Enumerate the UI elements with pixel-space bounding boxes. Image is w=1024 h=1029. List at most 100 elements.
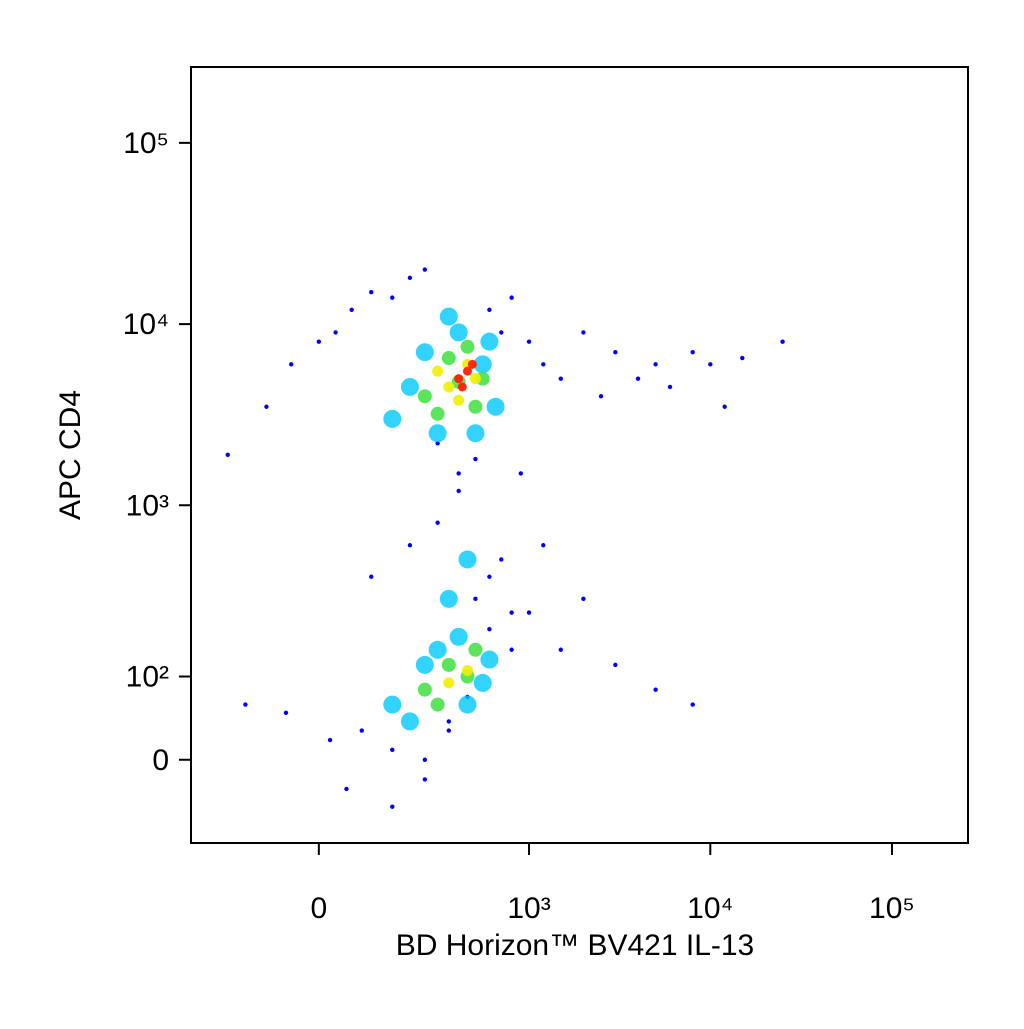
data-point: [598, 394, 604, 399]
data-point: [635, 376, 641, 381]
data-point: [458, 550, 477, 569]
data-point: [449, 323, 468, 342]
y-tick-label: 0: [152, 744, 169, 777]
data-point: [428, 640, 447, 659]
y-tick-label: 10²: [126, 661, 169, 694]
data-point: [407, 543, 413, 548]
data-point: [487, 307, 492, 312]
data-point: [486, 397, 505, 416]
x-tick-label: 10³: [507, 892, 550, 925]
data-point: [369, 290, 374, 295]
data-point: [509, 610, 514, 615]
x-tick-label: 0: [310, 892, 327, 925]
data-point: [432, 365, 444, 377]
y-tick-label: 10³: [126, 489, 169, 522]
data-point: [443, 381, 455, 393]
data-point: [473, 355, 492, 374]
data-point: [439, 589, 458, 608]
y-tick-label: 10⁴: [123, 308, 169, 341]
data-point: [468, 399, 483, 414]
x-axis-label: BD Horizon™ BV421 IL-13: [396, 929, 755, 962]
data-point: [480, 332, 499, 351]
data-point: [581, 596, 586, 602]
data-point: [487, 626, 492, 632]
data-point: [316, 339, 322, 344]
data-point: [407, 275, 413, 281]
data-point: [453, 394, 465, 406]
data-point: [422, 757, 428, 762]
data-point: [473, 456, 478, 462]
data-point: [499, 330, 504, 335]
data-point: [722, 404, 727, 409]
data-point: [383, 409, 402, 428]
data-point: [541, 543, 546, 548]
data-point: [613, 349, 618, 355]
data-point: [428, 424, 447, 443]
data-point: [435, 520, 440, 525]
data-point: [457, 382, 467, 392]
data-point: [653, 362, 658, 367]
data-point: [487, 574, 492, 579]
data-point: [430, 697, 445, 712]
data-point: [422, 777, 428, 782]
data-point: [526, 610, 532, 615]
data-point: [449, 627, 468, 646]
data-point: [458, 695, 477, 714]
data-point: [518, 471, 524, 476]
data-point: [499, 557, 504, 562]
data-point: [456, 471, 461, 476]
data-point: [264, 404, 269, 409]
data-point: [480, 650, 499, 669]
data-point: [289, 362, 294, 367]
data-point: [708, 362, 713, 367]
data-point: [541, 362, 546, 367]
data-point: [460, 339, 475, 354]
data-point: [415, 343, 434, 362]
y-axis-label: APC CD4: [54, 390, 87, 520]
data-point: [327, 737, 333, 743]
data-point: [400, 377, 419, 396]
data-point: [454, 374, 464, 384]
data-point: [441, 657, 456, 672]
data-point: [558, 647, 564, 652]
data-point: [415, 655, 434, 674]
data-point: [740, 355, 745, 361]
data-point: [613, 662, 618, 668]
data-point: [667, 384, 673, 390]
data-point: [446, 728, 451, 733]
data-point: [526, 339, 532, 344]
data-point: [467, 359, 477, 369]
data-point: [390, 747, 395, 753]
data-point: [359, 728, 364, 733]
data-point: [400, 712, 419, 731]
data-point: [443, 677, 455, 689]
data-point: [283, 710, 289, 715]
data-point: [558, 376, 564, 381]
data-point: [462, 366, 472, 376]
data-point: [422, 267, 428, 272]
data-point: [473, 596, 478, 602]
data-point: [344, 786, 349, 792]
data-point: [468, 642, 483, 657]
data-point: [417, 682, 432, 697]
data-point: [690, 349, 695, 355]
data-point: [456, 488, 461, 494]
data-point: [390, 804, 395, 809]
data-point: [439, 307, 458, 326]
data-point: [417, 389, 432, 404]
data-point: [441, 351, 456, 366]
x-tick-label: 10⁴: [687, 892, 733, 925]
plot-frame: [190, 66, 969, 844]
data-point: [473, 673, 492, 692]
data-point: [435, 441, 440, 446]
data-point: [225, 452, 230, 458]
data-point: [461, 665, 473, 677]
data-point: [349, 307, 354, 312]
data-point: [430, 406, 445, 421]
data-point: [466, 424, 485, 443]
data-point: [581, 330, 586, 335]
y-tick-label: 10⁵: [123, 127, 169, 160]
data-point: [509, 295, 514, 300]
data-point: [369, 574, 374, 579]
